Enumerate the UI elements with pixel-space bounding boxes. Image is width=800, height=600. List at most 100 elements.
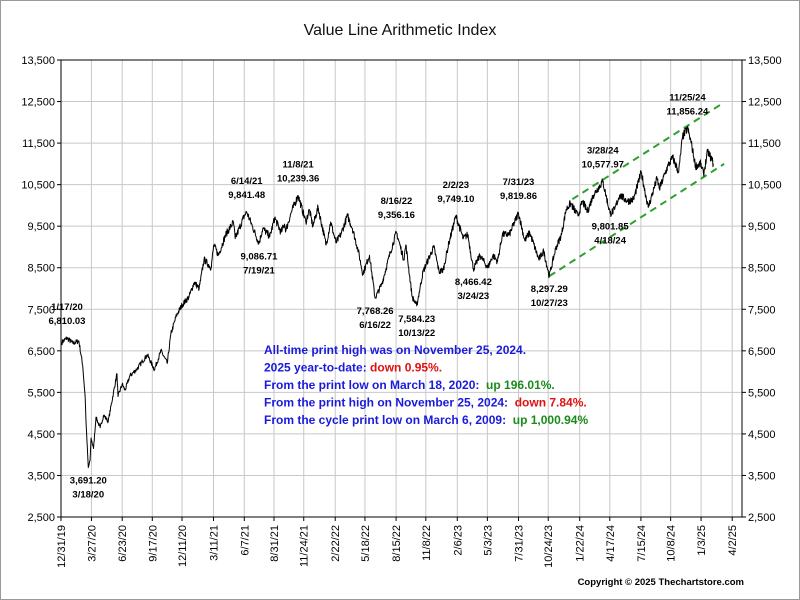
- annotation-date: 2/2/23: [443, 180, 469, 191]
- annotation-date: 1/17/20: [51, 302, 83, 313]
- stats-line-part: down 0.95%.: [370, 361, 442, 375]
- stats-line-part: 2025 year-to-date:: [264, 361, 370, 375]
- annotation-value: 9,356.16: [378, 210, 415, 221]
- chart-title: Value Line Arithmetic Index: [304, 22, 497, 39]
- y-tick-label-right: 13,500: [748, 55, 782, 67]
- y-tick-label-left: 8,500: [27, 263, 55, 275]
- x-tick-label: 3/27/20: [86, 525, 98, 562]
- annotation-layer: 1/17/20 6,810.03 3,691.20 3/18/20 6/14/21 9,8…: [48, 92, 709, 500]
- y-tick-label-left: 2,500: [27, 512, 55, 524]
- trend-line: [548, 163, 725, 277]
- x-tick-label: 12/31/19: [56, 525, 68, 568]
- stats-line-part: From the print high on November 25, 2024…: [264, 396, 515, 410]
- annotation-value: 9,086.71: [240, 251, 278, 262]
- x-tick-label: 5/3/23: [482, 525, 494, 556]
- stats-line: From the print low on March 18, 2020: up…: [264, 378, 555, 392]
- copyright-text: Copyright © 2025 Thechartstore.com: [578, 577, 744, 588]
- x-tick-label: 2/6/23: [452, 525, 464, 556]
- annotation-value: 9,841.48: [228, 190, 265, 201]
- y-tick-label-left: 10,500: [21, 180, 55, 192]
- stats-line-part: From the cycle print low on March 6, 200…: [264, 413, 513, 427]
- x-tick-label: 12/11/20: [177, 525, 189, 567]
- annotation-value: 9,819.86: [500, 191, 537, 202]
- stats-line-part: up 1,000.94%: [513, 413, 589, 427]
- stats-line: All-time print high was on November 25, …: [264, 343, 526, 357]
- x-tick-label: 3/11/21: [208, 525, 220, 561]
- x-tick-label: 1/3/25: [696, 525, 708, 556]
- y-tick-label-left: 11,500: [22, 138, 55, 150]
- x-tick-label: 11/24/21: [299, 525, 311, 567]
- annotation-value: 11,856.24: [667, 106, 709, 117]
- trend-layer: [548, 101, 725, 277]
- y-tick-label-right: 5,500: [748, 387, 776, 399]
- annotation-date: 3/24/23: [458, 291, 490, 302]
- annotation-date: 10/13/22: [398, 328, 435, 339]
- x-tick-label: 9/17/20: [147, 525, 159, 562]
- x-tick-label: 11/8/22: [421, 525, 433, 561]
- y-tick-label-left: 13,500: [21, 55, 55, 67]
- y-tick-label-right: 9,500: [748, 221, 776, 233]
- y-tick-label-right: 3,500: [748, 470, 776, 482]
- annotation-date: 11/8/21: [283, 159, 315, 170]
- x-tick-label: 1/22/24: [575, 525, 587, 562]
- y-axis-right: 13,500 12,500 11,500 10,500 9,500 8,500 7,500 6…: [742, 55, 782, 524]
- y-tick-label-left: 12,500: [21, 97, 55, 109]
- x-tick-label: 7/31/23: [513, 525, 525, 562]
- annotation-value: 10,239.36: [277, 173, 319, 184]
- y-tick-label-right: 10,500: [748, 180, 782, 192]
- x-tick-label: 8/15/22: [391, 525, 403, 562]
- y-tick-label-left: 9,500: [27, 221, 55, 233]
- trend-line: [571, 101, 725, 201]
- stats-line-part: All-time print high was on November 25, …: [264, 343, 526, 357]
- grid-layer: [60, 59, 742, 518]
- stats-line: From the cycle print low on March 6, 200…: [264, 413, 588, 427]
- annotation-value: 9,801.85: [592, 222, 630, 233]
- x-axis: 12/31/19 3/27/20 6/23/20 9/17/20 12/11/20 3/1…: [56, 517, 739, 568]
- annotation-date: 7/31/23: [503, 177, 535, 188]
- x-tick-label: 5/18/22: [360, 525, 372, 562]
- x-tick-label: 7/15/24: [636, 525, 648, 562]
- annotation-date: 8/16/22: [381, 196, 413, 207]
- annotation-date: 7/19/21: [243, 265, 275, 276]
- stats-line-part: From the print low on March 18, 2020:: [264, 378, 486, 392]
- annotation-date: 10/27/23: [531, 298, 568, 309]
- y-tick-label-left: 5,500: [27, 387, 55, 399]
- y-tick-label-left: 3,500: [27, 470, 55, 482]
- stats-text-box: All-time print high was on November 25, …: [264, 343, 588, 427]
- annotation-value: 7,768.26: [357, 306, 394, 317]
- annotation-date: 11/25/24: [669, 92, 706, 103]
- x-tick-label: 6/23/20: [117, 525, 129, 562]
- y-tick-label-right: 6,500: [748, 346, 776, 358]
- annotation-date: 6/14/21: [231, 176, 263, 187]
- x-tick-label: 2/22/22: [330, 525, 342, 562]
- y-tick-label-right: 12,500: [748, 97, 782, 109]
- annotation-date: 6/16/22: [359, 320, 391, 331]
- annotation-value: 6,810.03: [48, 316, 85, 327]
- y-tick-label-left: 4,500: [27, 429, 55, 441]
- y-tick-label-right: 4,500: [748, 429, 776, 441]
- y-axis-left: 13,500 12,500 11,500 10,500 9,500 8,500 7,500 6…: [21, 55, 61, 524]
- y-tick-label-right: 2,500: [748, 512, 776, 524]
- x-tick-label: 10/8/24: [666, 525, 678, 562]
- annotation-value: 8,466.42: [455, 277, 492, 288]
- annotation-date: 4/18/24: [594, 236, 626, 247]
- x-tick-label: 4/17/24: [605, 525, 617, 562]
- annotation-value: 8,297.29: [531, 284, 568, 295]
- stats-line-part: down 7.84%.: [515, 396, 587, 410]
- annotation-date: 3/18/20: [72, 490, 104, 501]
- y-tick-label-left: 6,500: [27, 346, 55, 358]
- y-tick-label-right: 11,500: [748, 138, 781, 150]
- stats-line: 2025 year-to-date: down 0.95%.: [264, 361, 442, 375]
- series-layer: [61, 125, 714, 469]
- y-tick-label-right: 8,500: [748, 263, 776, 275]
- annotation-date: 3/28/24: [587, 145, 619, 156]
- index-series-line: [61, 125, 714, 469]
- stats-line-part: up 196.01%.: [486, 378, 555, 392]
- annotation-value: 7,584.23: [398, 314, 435, 325]
- x-tick-label: 4/2/25: [727, 525, 739, 556]
- stats-line: From the print high on November 25, 2024…: [264, 396, 587, 410]
- x-tick-label: 10/24/23: [543, 525, 555, 568]
- x-tick-label: 6/7/21: [239, 525, 251, 556]
